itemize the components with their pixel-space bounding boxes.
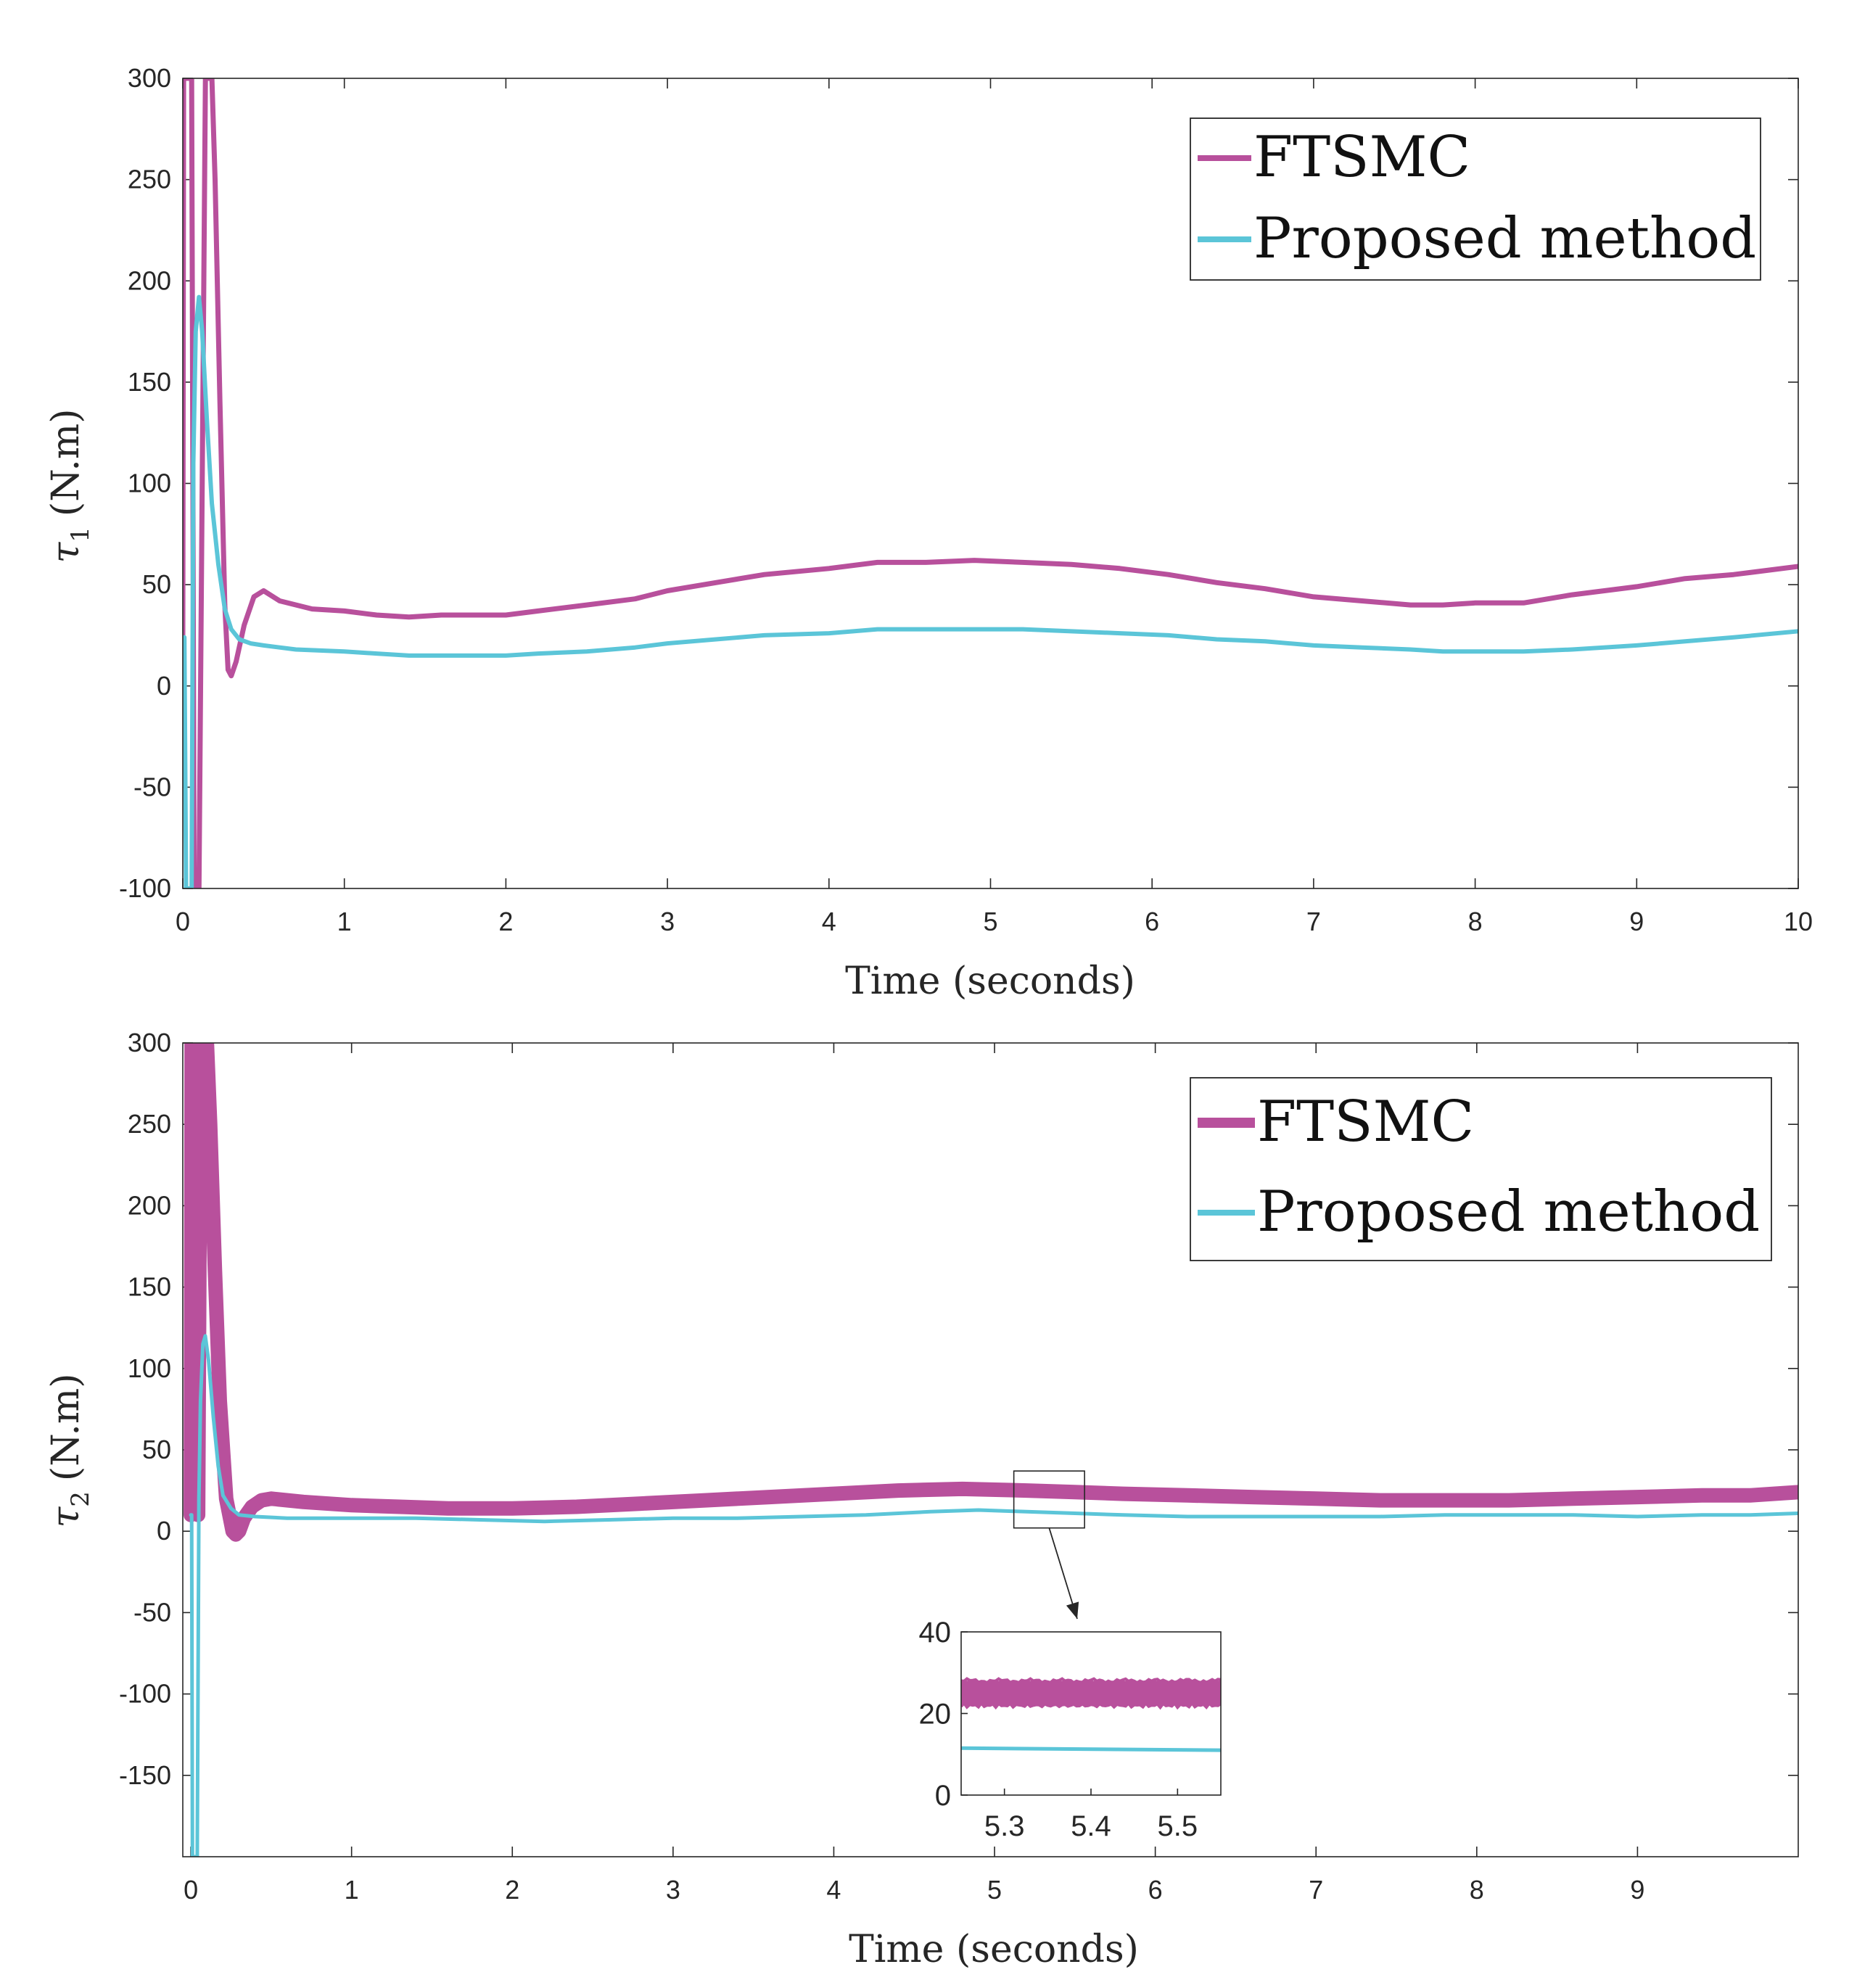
plot-tau2-y-tick-label: 250 [128, 1109, 171, 1139]
plot-tau2-x-tick-label: 7 [1309, 1875, 1323, 1905]
plot-tau1-x-tick-label: 3 [660, 907, 675, 936]
plot-tau1-y-tick-label: 50 [142, 569, 171, 599]
plot-tau1-ylabel-unit: (N.m) [44, 408, 88, 516]
plot-tau2-x-tick-labels: 0 1 2 3 4 5 6 7 8 9 [184, 1875, 1644, 1905]
plot-tau1-x-tick-label: 6 [1145, 907, 1159, 936]
plot-tau2-y-tick-label: -50 [133, 1597, 171, 1627]
plot-tau1-series-proposed [183, 294, 1798, 888]
plot-tau2-x-tick-label: 3 [666, 1875, 680, 1905]
plot-tau2-legend: FTSMC Proposed method [1190, 1077, 1772, 1261]
plot-tau2-x-tick-label: 0 [184, 1875, 198, 1905]
plot-tau2-y-tick-label: -150 [119, 1760, 171, 1790]
zoom-inset-x-tick-label: 5.3 [984, 1810, 1025, 1842]
plot-tau2-legend-proposed: Proposed method [1257, 1179, 1760, 1245]
plot-tau1-ylabel: τ1 (N.m) [44, 408, 95, 563]
plot-tau2-legend-box [1190, 1077, 1772, 1261]
plot-tau2-legend-ftsmc: FTSMC [1257, 1089, 1474, 1155]
zoom-inset-x-tick-labels: 5.3 5.4 5.5 [984, 1810, 1198, 1842]
plot-tau2-x-tick-label: 8 [1470, 1875, 1484, 1905]
plot-tau2-y-tick-label: 50 [142, 1435, 171, 1464]
plot-tau1-y-tick-label: -50 [133, 772, 171, 801]
plot-tau1-x-tick-label: 4 [822, 907, 836, 936]
plot-tau1-x-tick-label: 2 [498, 907, 513, 936]
zoom-inset-series-ftsmc-top [961, 1677, 1221, 1685]
zoom-inset-area [961, 1677, 1221, 1752]
plot-tau1-axes-box [182, 78, 1799, 889]
zoom-inset-lines [961, 1677, 1221, 1752]
zoom-inset-x-tick-label: 5.5 [1158, 1810, 1198, 1842]
plot-tau1-ylabel-symbol: τ [44, 542, 88, 564]
plot-tau1-y-tick-label: 200 [128, 265, 171, 295]
plot-tau2-y-tick-label: 300 [128, 1028, 171, 1057]
plot-tau1-x-tick-label: 8 [1468, 907, 1483, 936]
zoom-inset-series-proposed [961, 1746, 1221, 1752]
plot-tau2-y-tick-label: 100 [128, 1353, 171, 1383]
svg-text:τ1(N.m): τ1 (N.m) [44, 408, 95, 563]
plot-tau2-ylabel-subscript: 2 [66, 1491, 95, 1507]
zoom-inset-series-ftsmc-bottom [961, 1701, 1221, 1710]
svg-text:τ2(N.m): τ2 (N.m) [44, 1373, 95, 1527]
plot-tau2-y-tick-label: -100 [119, 1679, 171, 1709]
zoom-inset-x-tick-label: 5.4 [1071, 1810, 1111, 1842]
plot-tau2-y-tick-label: 0 [157, 1516, 171, 1546]
plot-tau1-y-tick-label: 250 [128, 165, 171, 194]
plot-tau1-legend-box [1190, 117, 1761, 281]
zoom-region-marker [1013, 1470, 1085, 1620]
plot-tau2-ylabel: τ2 (N.m) [44, 1373, 95, 1527]
plot-tau1-y-tick-label: 0 [157, 671, 171, 701]
zoom-inset-y-tick-label: 0 [935, 1780, 951, 1812]
plot-tau1-x-tick-label: 1 [337, 907, 352, 936]
plot-tau1-x-tick-label: 10 [1784, 907, 1813, 936]
plot-tau2-xlabel: Time (seconds) [849, 1928, 1139, 1971]
plot-tau1-x-tick-label: 7 [1306, 907, 1321, 936]
plot-tau2-y-tick-labels: -150 -100 -50 0 50 100 150 200 250 300 [119, 1028, 171, 1790]
zoom-inset-series-ftsmc-band [961, 1680, 1221, 1706]
plot-tau1-legend: FTSMC Proposed method [1190, 117, 1761, 281]
plot-tau2-y-tick-label: 150 [128, 1272, 171, 1302]
plot-tau1-series-ftsmc [183, 78, 1798, 888]
plot-tau2-series-proposed [189, 1334, 1798, 1857]
plot-tau2-area [184, 1043, 1798, 1857]
plot-tau1-x-tick-label: 5 [983, 907, 997, 936]
plot-tau1-ylabel-subscript: 1 [66, 527, 95, 543]
zoom-inset-y-tick-label: 20 [919, 1699, 952, 1731]
plot-tau1-legend-proposed: Proposed method [1253, 206, 1756, 271]
plot-tau1-y-tick-label: 300 [128, 63, 171, 93]
plot-tau2-lines [184, 1043, 1798, 1857]
plot-tau2-x-tick-label: 5 [987, 1875, 1002, 1905]
plot-tau2-x-tick-label: 6 [1148, 1875, 1163, 1905]
plot-tau2-x-tick-label: 9 [1630, 1875, 1644, 1905]
plot-tau2-ylabel-symbol: τ [44, 1506, 88, 1528]
plot-tau1-legend-ftsmc: FTSMC [1253, 125, 1470, 190]
plot-tau1-y-tick-labels: -100 -50 0 50 100 150 200 250 300 [119, 63, 171, 903]
plot-tau1-xlabel: Time (seconds) [845, 960, 1135, 1003]
plot-tau1-y-tick-label: 150 [128, 367, 171, 397]
plot-tau1-area [183, 78, 1798, 888]
zoom-inset: 5.3 5.4 5.5 0 20 40 [919, 1617, 1222, 1842]
plot-tau2-ylabel-unit: (N.m) [44, 1373, 88, 1481]
plot-tau1-y-tick-label: -100 [119, 873, 171, 903]
plot-tau2-x-tick-label: 1 [345, 1875, 359, 1905]
plot-tau2-axes-box [182, 1042, 1799, 1857]
zoom-inset-ticks [961, 1631, 1179, 1796]
zoom-inset-y-tick-label: 40 [919, 1617, 952, 1649]
plot-tau1-x-tick-label: 0 [176, 907, 190, 936]
plot-tau1-lines [183, 78, 1798, 888]
plot-tau2-x-tick-label: 4 [826, 1875, 841, 1905]
plot-tau1-y-tick-label: 100 [128, 469, 171, 498]
zoom-inset-background [961, 1632, 1221, 1795]
plot-tau1-x-tick-label: 9 [1629, 907, 1644, 936]
plot-tau2-series-ftsmc [189, 1043, 1798, 1537]
zoom-arrow-head [1066, 1601, 1079, 1619]
plot-tau2-x-tick-label: 2 [505, 1875, 519, 1905]
plot-tau1: 0 1 2 3 4 5 6 7 8 9 10 -100 -50 0 50 100 150 200 250 300 T… [44, 63, 1813, 1003]
plot-tau1-x-tick-labels: 0 1 2 3 4 5 6 7 8 9 10 [176, 907, 1813, 936]
plot-tau2-y-tick-label: 200 [128, 1190, 171, 1220]
zoom-inset-y-tick-labels: 0 20 40 [919, 1617, 952, 1812]
